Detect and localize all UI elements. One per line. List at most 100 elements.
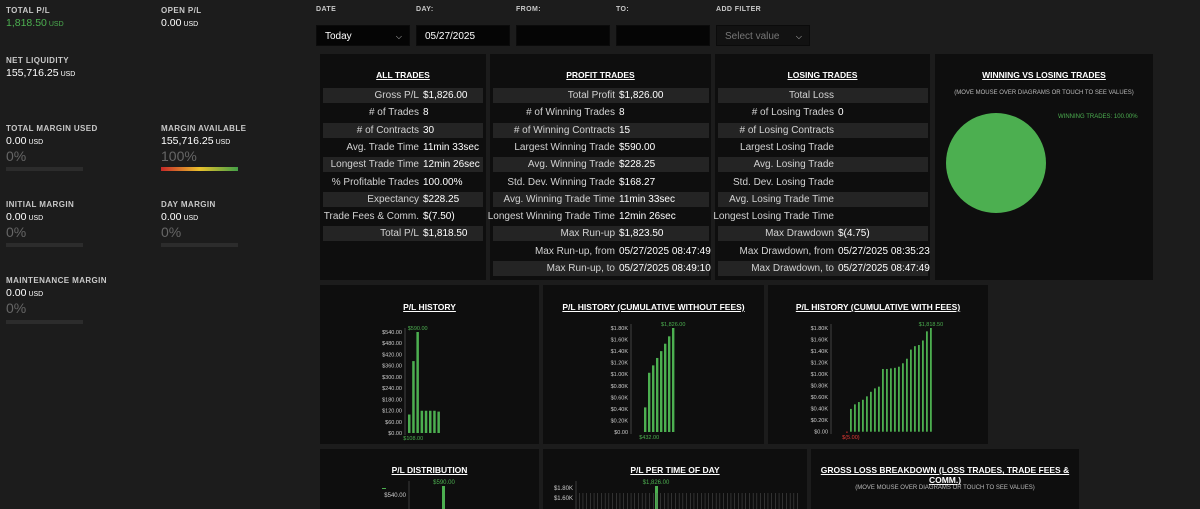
chart-bar[interactable] (886, 368, 888, 432)
chart-bar[interactable] (652, 365, 655, 432)
y-tick-label: $420.00 (382, 352, 402, 358)
stat-row: # of Trades 8 (323, 105, 483, 120)
chart-bar[interactable] (437, 411, 440, 433)
chart-bar[interactable] (894, 367, 896, 432)
day-filter-label: DAY: (416, 6, 434, 13)
stat-row: Max Drawdown, to 05/27/2025 08:47:49 (718, 261, 930, 276)
all-trades-panel: ALL TRADES Gross P/L $1,826.00 # of Trades… (320, 54, 486, 280)
pl-distribution-chart[interactable]: $590.00 $540.00 (320, 477, 539, 509)
stat-label: Expectancy (367, 193, 419, 205)
pl-history-chart[interactable]: $540.00 $480.00 $420.00 $360.00 $300.00 $240.… (320, 315, 539, 441)
chart-bar[interactable] (408, 414, 411, 433)
time-gridline (590, 493, 591, 509)
stat-value: $590.00 (619, 141, 656, 153)
pl-cum-fees-chart[interactable]: $1.80K $1.60K $1.40K $1.20K $1.00K $0.80K $0.6… (768, 315, 988, 441)
chart-bar[interactable] (866, 396, 868, 432)
time-gridline (712, 493, 713, 509)
chart-bar[interactable] (660, 351, 663, 432)
stat-row: # of Winning Contracts 15 (493, 122, 709, 138)
chart-bar[interactable] (668, 336, 671, 432)
stat-row: # of Winning Trades 8 (493, 105, 709, 120)
chart-bar[interactable] (926, 331, 928, 432)
stat-row: Max Run-up $1,823.50 (493, 226, 709, 242)
win-loss-title: WINNING VS LOSING TRADES (982, 70, 1106, 80)
stat-label: Std. Dev. Losing Trade (733, 176, 834, 188)
chart-bar[interactable] (429, 410, 432, 433)
date-select[interactable]: Today ⌵ (316, 25, 410, 46)
time-gridline (704, 493, 706, 509)
stat-value: 11min 33sec (423, 141, 479, 153)
chart-bar[interactable] (902, 363, 904, 432)
chart-bar[interactable] (433, 410, 436, 433)
stat-value: 05/27/2025 08:35:23 (838, 245, 930, 257)
y-tick-label: $0.40K (611, 407, 629, 413)
chart-bar[interactable] (898, 366, 900, 432)
chart-bar[interactable] (420, 410, 424, 433)
pie-slice-winning[interactable] (946, 113, 1046, 213)
maintenance-margin-unit: USD (28, 291, 44, 298)
chart-bar[interactable] (918, 345, 920, 432)
chart-bar[interactable] (910, 349, 912, 432)
stat-label: # of Winning Contracts (513, 124, 615, 136)
stat-value: 100.00% (423, 176, 463, 188)
maintenance-margin-bar (6, 320, 83, 324)
time-gridline (701, 493, 702, 509)
min-value-label: $(5.00) (842, 435, 860, 441)
from-input[interactable] (516, 25, 610, 46)
time-gridline (723, 493, 724, 509)
pl-cum-fees-title: P/L HISTORY (CUMULATIVE WITH FEES) (795, 302, 961, 312)
maintenance-margin: MAINTENANCE MARGIN 0.00 USD 0% (6, 276, 107, 316)
from-filter: FROM: (516, 6, 610, 48)
chart-bar[interactable] (854, 404, 856, 432)
to-input[interactable] (616, 25, 710, 46)
net-liquidity: NET LIQUIDITY 155,716.25 USD (6, 56, 75, 79)
chart-bar[interactable] (882, 368, 884, 432)
chart-bar[interactable] (424, 410, 428, 433)
to-filter-label: TO: (616, 6, 630, 13)
chart-bar[interactable] (672, 328, 675, 432)
stat-value: 12min 26sec (423, 159, 480, 171)
win-loss-pie[interactable] (943, 110, 1049, 216)
total-margin-used-unit: USD (28, 139, 44, 146)
pl-distribution-bar[interactable] (382, 488, 386, 489)
chart-bar[interactable] (648, 372, 651, 432)
pl-cum-no-fees-chart[interactable]: $1.80K $1.60K $1.40K $1.20K $1.00K $0.80K $0.6… (543, 315, 764, 441)
stat-label: Max Drawdown, from (739, 245, 834, 257)
chart-bar[interactable] (644, 407, 647, 432)
chart-bar[interactable] (906, 358, 908, 432)
total-margin-used-pct: 0% (6, 148, 27, 164)
open-pl-label: OPEN P/L (161, 6, 202, 15)
chart-bar[interactable] (416, 332, 419, 433)
y-tick-label: $240.00 (382, 386, 402, 392)
pl-time-of-day-chart[interactable]: $1,826.00 $1.80K $1.60K (543, 477, 807, 509)
open-pl-unit: USD (183, 21, 199, 28)
chart-bar[interactable] (914, 346, 916, 432)
time-gridline (612, 493, 613, 509)
chart-bar[interactable] (878, 386, 880, 432)
time-gridline (608, 493, 610, 509)
chart-bar[interactable] (930, 328, 932, 432)
margin-available-value: 155,716.25 (161, 135, 214, 147)
y-tick-label: $360.00 (382, 364, 402, 370)
chart-bar[interactable] (890, 368, 892, 432)
day-input[interactable]: 05/27/2025 (416, 25, 510, 46)
chart-bar[interactable] (874, 388, 876, 432)
pl-time-of-day-bar[interactable] (655, 486, 658, 509)
chart-bar[interactable] (850, 408, 852, 432)
chart-bar[interactable] (870, 391, 872, 432)
chart-bar[interactable] (846, 431, 848, 433)
chart-bar[interactable] (862, 399, 864, 432)
min-value-label: $432.00 (639, 435, 659, 441)
date-filter-label: DATE (316, 6, 337, 13)
time-gridline (616, 493, 617, 509)
add-filter-select[interactable]: Select value ⌵ (716, 25, 810, 46)
stat-row: # of Contracts 30 (323, 122, 483, 138)
time-gridline (708, 493, 709, 509)
chart-bar[interactable] (656, 357, 659, 432)
chart-bar[interactable] (664, 343, 667, 432)
pl-distribution-bar[interactable] (442, 486, 445, 509)
chart-bar[interactable] (412, 361, 415, 433)
chart-bar[interactable] (922, 340, 924, 432)
time-gridline (771, 493, 772, 509)
chart-bar[interactable] (858, 402, 860, 432)
